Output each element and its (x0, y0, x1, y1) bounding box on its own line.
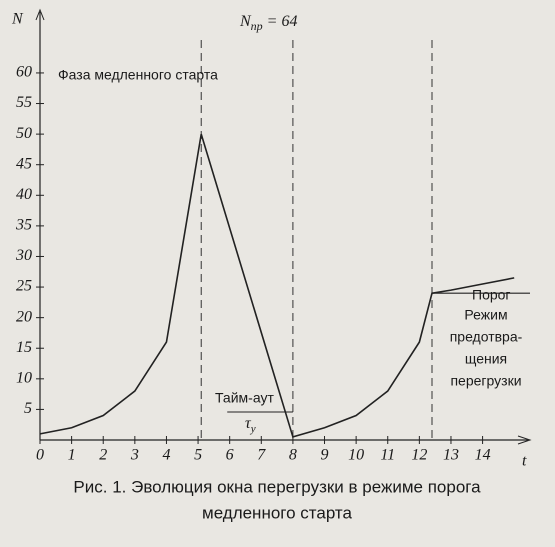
x-tick-label: 7 (257, 447, 266, 464)
x-tick-label: 3 (130, 447, 139, 464)
annotation: перегрузки (450, 373, 521, 389)
title-text: = 64 (267, 13, 298, 30)
x-tick-label: 1 (68, 447, 76, 464)
title-subscript: пр (251, 19, 263, 33)
x-tick-label: 14 (475, 447, 491, 464)
y-tick-label: 25 (16, 278, 32, 295)
y-tick-label: 35 (15, 217, 32, 234)
chart-title: Nпр = 64 (239, 13, 297, 33)
y-tick-label: 40 (16, 186, 32, 203)
data-line (39, 133, 515, 438)
caption-line: Рис. 1. Эволюция окна перегрузки в режим… (73, 477, 481, 496)
y-tick-label: 20 (16, 308, 32, 325)
x-tick-label: 10 (348, 447, 364, 464)
x-tick-label: 9 (321, 447, 329, 464)
x-axis-label: t (522, 453, 527, 470)
x-tick-label: 4 (162, 447, 170, 464)
annotation-subscript: у (250, 423, 256, 435)
x-tick-label: 5 (194, 447, 202, 464)
x-tick-label: 2 (99, 447, 107, 464)
y-axis-arrow (35, 8, 45, 21)
annotation: предотвра- (450, 329, 523, 345)
x-tick-label: 6 (226, 447, 234, 464)
y-tick-label: 30 (15, 247, 32, 264)
caption-line: медленного старта (202, 503, 353, 522)
annotation: щения (465, 351, 507, 367)
annotation: Тайм-аут (215, 390, 274, 406)
annotation: Режим (464, 307, 507, 323)
y-tick-label: 45 (16, 155, 32, 172)
x-tick-label: 11 (380, 447, 395, 464)
x-tick-label: 8 (289, 447, 297, 464)
y-axis-label: N (11, 11, 24, 28)
title-symbol: N (239, 13, 252, 30)
annotation: Фаза медленного старта (58, 67, 218, 83)
y-tick-label: 60 (16, 64, 32, 81)
annotation: Порог (472, 287, 511, 303)
y-tick-label: 15 (16, 339, 32, 356)
x-tick-label: 0 (36, 447, 44, 464)
y-tick-label: 10 (16, 369, 32, 386)
x-tick-label: 12 (411, 447, 427, 464)
x-tick-label: 13 (443, 447, 459, 464)
y-tick-label: 5 (24, 400, 32, 417)
annotation: τу (245, 415, 256, 435)
annotation-symbol: τ (245, 415, 252, 432)
y-tick-label: 50 (16, 125, 32, 142)
y-tick-label: 55 (16, 94, 32, 111)
x-axis-arrow (517, 435, 532, 445)
